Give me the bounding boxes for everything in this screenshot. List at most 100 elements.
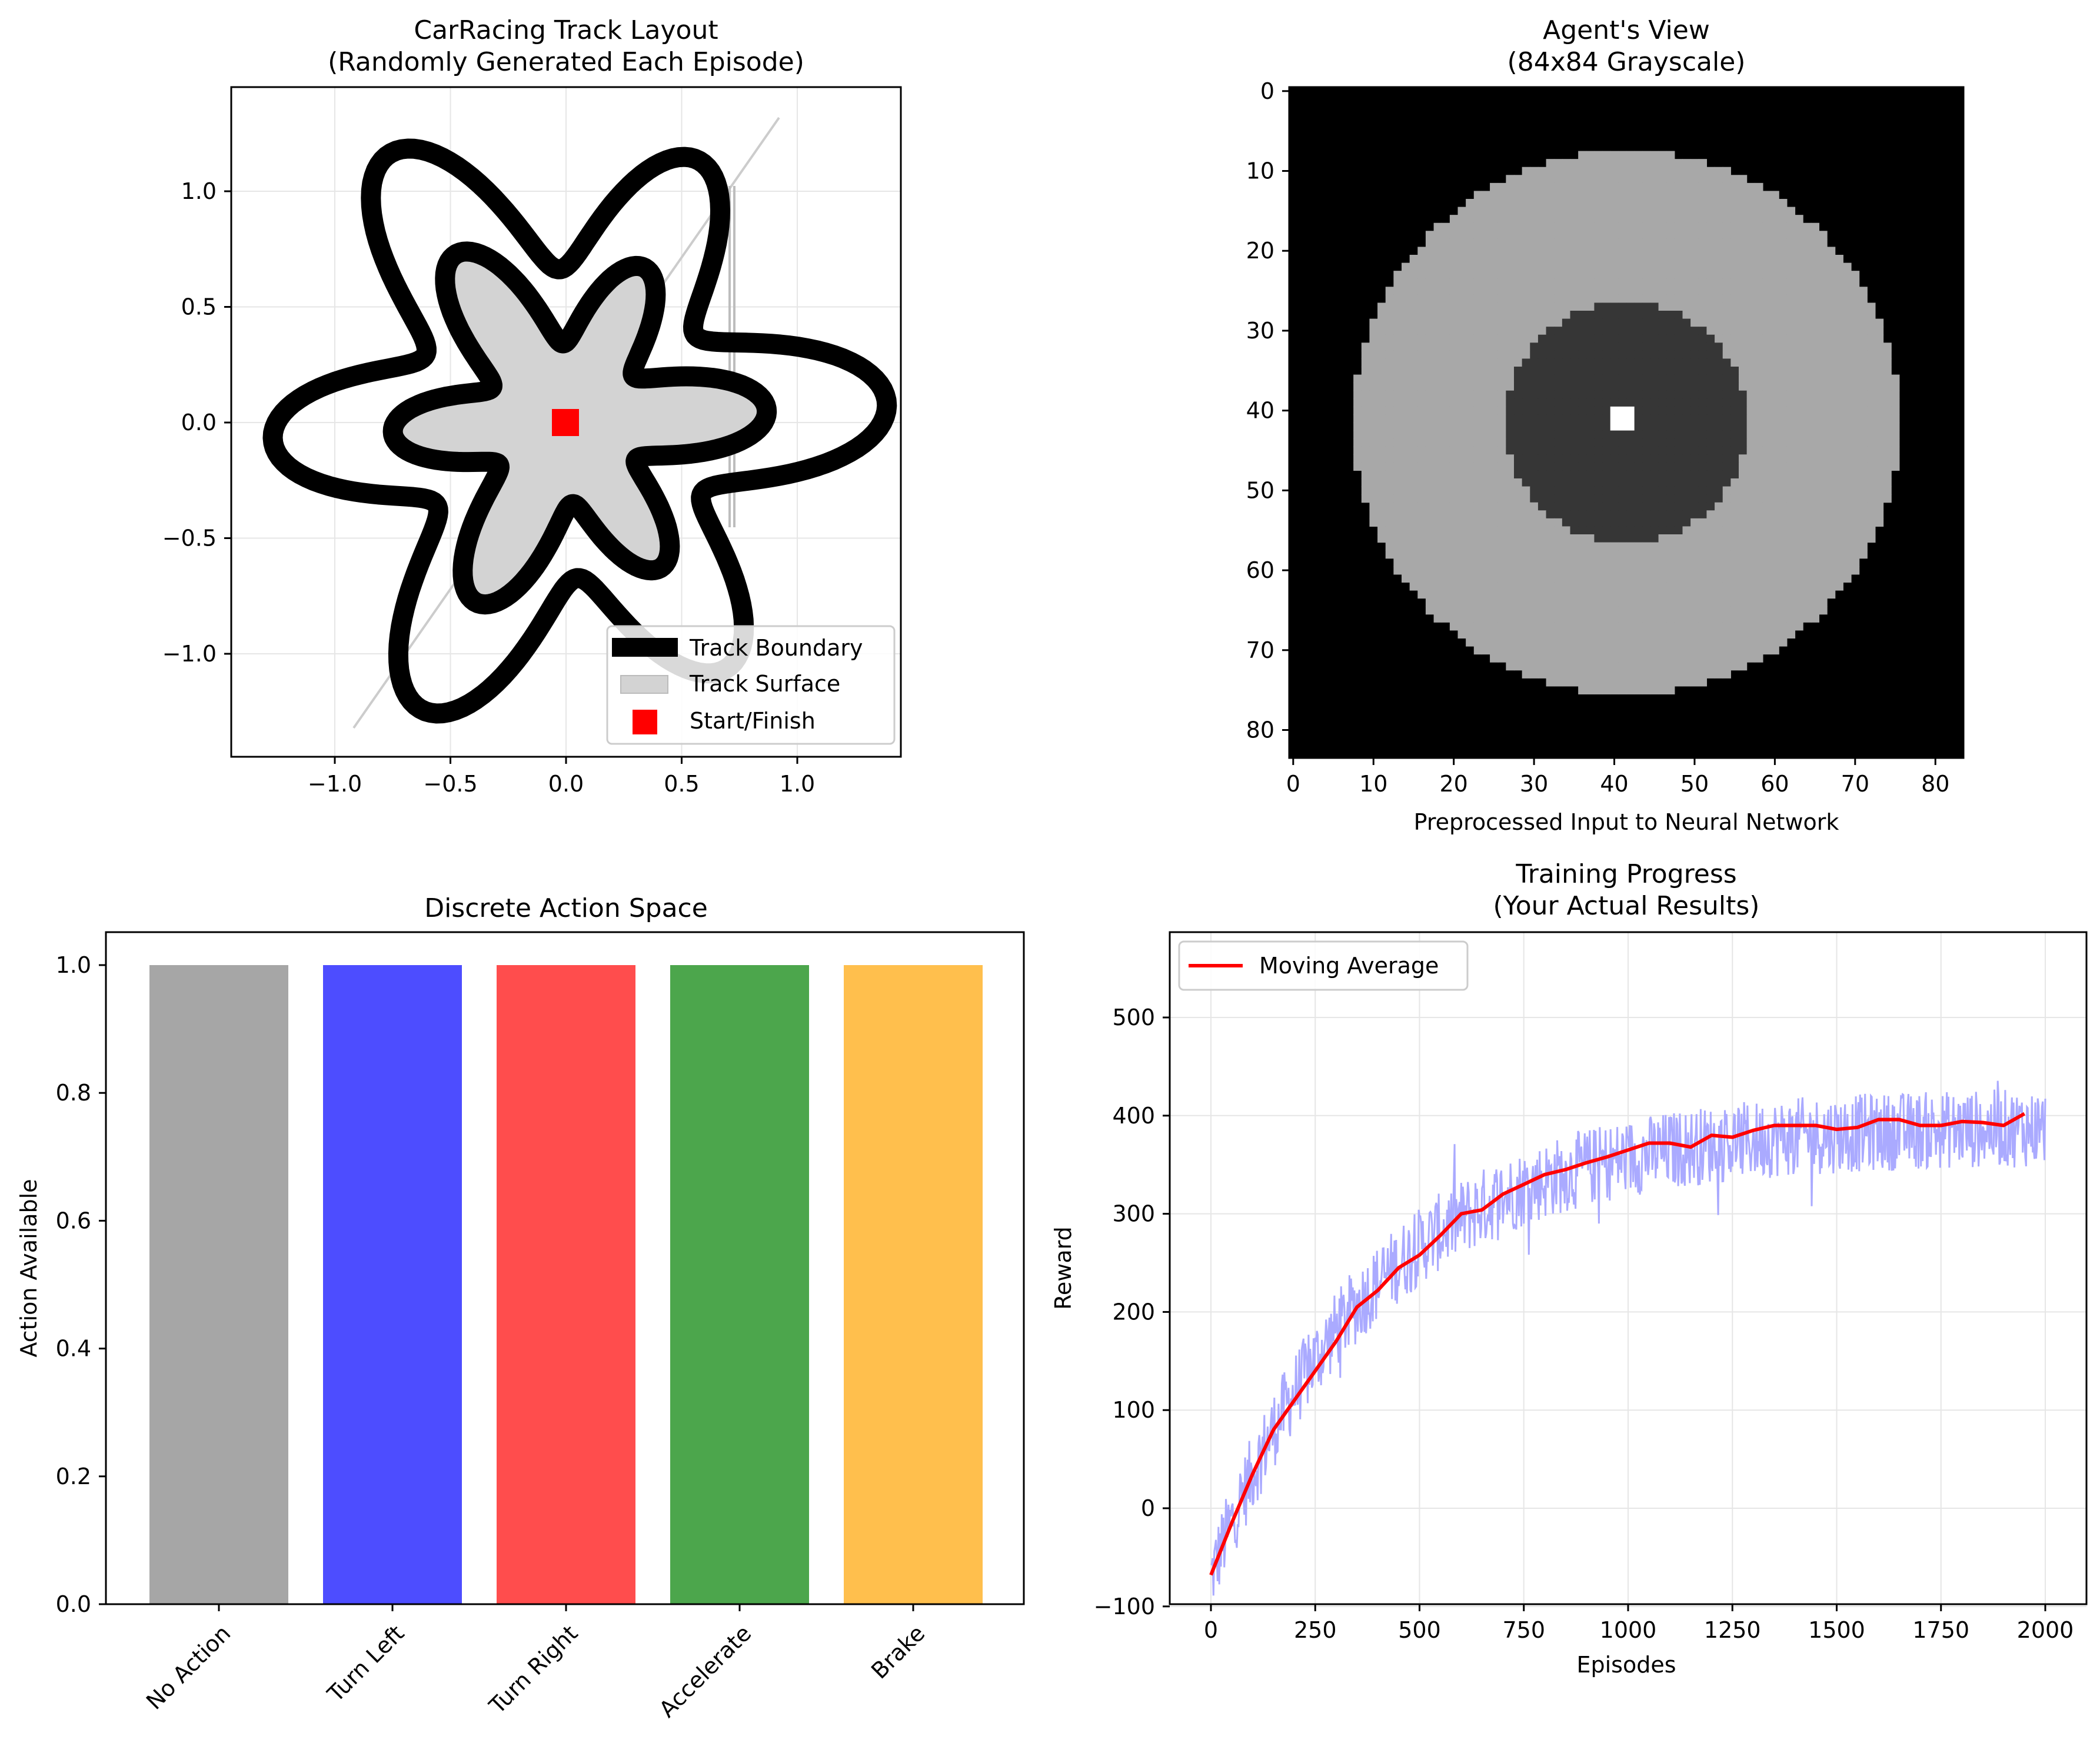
pixel (1393, 350, 1402, 360)
pixel (1650, 222, 1659, 231)
pixel (1473, 470, 1483, 479)
pixel (1578, 590, 1587, 599)
pixel (1626, 167, 1635, 175)
pixel (1779, 350, 1788, 360)
pixel (1417, 454, 1426, 463)
pixel (1690, 518, 1699, 527)
pixel (1457, 598, 1466, 607)
pixel (1417, 470, 1426, 479)
pixel (1449, 367, 1459, 375)
pixel (1674, 558, 1683, 567)
pixel (1722, 462, 1731, 471)
pixel (1674, 678, 1683, 687)
pixel (1562, 566, 1571, 575)
y-tick-label: −0.5 (162, 526, 217, 551)
pixel (1811, 414, 1820, 423)
pixel (1369, 454, 1378, 463)
pixel (1473, 638, 1483, 647)
pixel (1642, 414, 1651, 423)
pixel (1722, 302, 1731, 311)
pixel (1634, 598, 1643, 607)
pixel (1674, 231, 1683, 240)
pixel (1602, 367, 1611, 375)
pixel (1490, 191, 1499, 199)
pixel (1482, 406, 1490, 415)
pixel (1811, 423, 1820, 431)
pixel (1811, 294, 1820, 304)
pixel (1746, 654, 1755, 663)
pixel (1594, 334, 1603, 343)
pixel (1546, 478, 1555, 487)
pixel (1449, 294, 1459, 304)
pixel (1859, 423, 1868, 431)
pixel (1546, 582, 1555, 591)
pixel (1594, 662, 1603, 671)
pixel (1562, 478, 1571, 487)
pixel (1594, 638, 1603, 647)
pixel (1803, 327, 1812, 335)
pixel (1562, 311, 1571, 320)
pixel (1883, 358, 1892, 367)
pixel (1417, 271, 1426, 280)
pixel (1409, 582, 1418, 591)
pixel (1602, 678, 1611, 687)
pixel (1722, 374, 1731, 383)
pixel (1530, 255, 1539, 264)
pixel (1537, 327, 1547, 335)
pixel (1779, 199, 1788, 208)
pixel (1770, 374, 1779, 383)
pixel (1497, 302, 1506, 311)
pixel (1570, 167, 1579, 175)
pixel (1578, 574, 1587, 583)
pixel (1578, 414, 1587, 423)
pixel (1562, 215, 1571, 224)
pixel (1482, 542, 1490, 551)
pixel (1530, 199, 1539, 208)
pixel (1883, 454, 1892, 463)
pixel (1682, 278, 1691, 287)
pixel (1402, 478, 1410, 487)
pixel (1698, 182, 1708, 192)
pixel (1618, 566, 1627, 575)
pixel (1594, 478, 1603, 487)
pixel (1586, 262, 1595, 271)
pixel (1706, 191, 1715, 199)
pixel (1698, 159, 1708, 168)
pixel (1859, 470, 1868, 479)
pixel (1690, 486, 1699, 495)
pixel (1425, 494, 1435, 503)
pixel (1570, 430, 1579, 439)
pixel (1674, 374, 1683, 383)
pixel (1530, 414, 1539, 423)
pixel (1602, 558, 1611, 567)
pixel (1674, 502, 1683, 511)
pixel (1746, 238, 1755, 248)
pixel (1570, 358, 1579, 367)
pixel (1433, 438, 1442, 447)
pixel (1739, 231, 1748, 240)
pixel (1626, 199, 1635, 208)
pixel (1530, 294, 1539, 304)
pixel (1554, 406, 1563, 415)
pixel (1786, 318, 1796, 327)
pixel (1490, 654, 1499, 663)
pixel (1755, 566, 1763, 575)
pixel (1634, 630, 1643, 639)
pixel (1674, 526, 1683, 535)
pixel (1883, 423, 1892, 431)
pixel (1482, 390, 1490, 399)
pixel (1730, 622, 1739, 631)
pixel (1642, 590, 1651, 599)
pixel (1835, 566, 1843, 575)
pixel (1610, 294, 1619, 304)
pixel (1722, 182, 1731, 192)
pixel (1618, 238, 1627, 248)
pixel (1706, 358, 1715, 367)
pixel (1650, 238, 1659, 248)
pixel (1586, 566, 1595, 575)
pixel (1666, 167, 1675, 175)
pixel (1514, 630, 1523, 639)
pixel (1473, 287, 1483, 295)
pixel (1875, 367, 1884, 375)
pixel (1642, 678, 1651, 687)
